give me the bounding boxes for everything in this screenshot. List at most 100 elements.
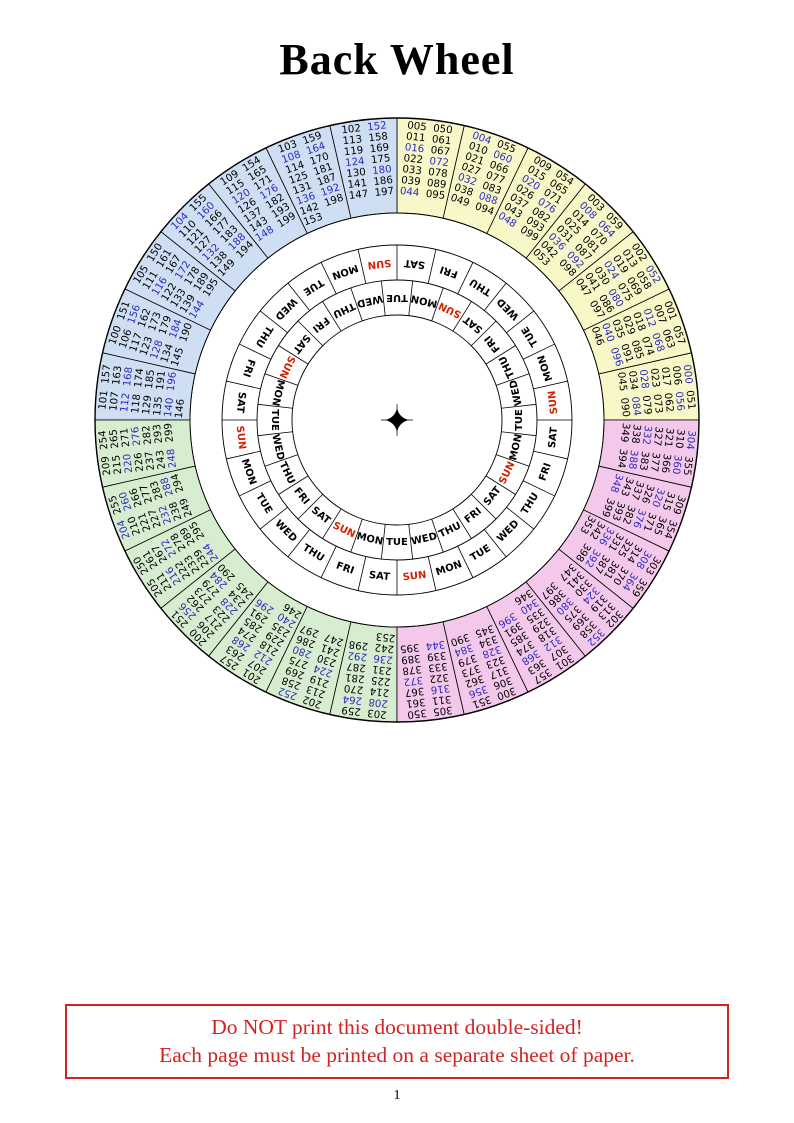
day-cell-divider [522,343,555,360]
year-number: 304 [684,430,697,451]
year-number: 243 [155,449,168,470]
year-number: 175 [370,153,391,166]
year-number: 186 [373,175,394,188]
wheel-ring-circle [189,212,605,628]
day-cell-divider [501,403,537,409]
year-number: 169 [369,142,390,155]
year-number: 017 [659,366,672,387]
year-number: 107 [108,391,121,412]
day-cell-divider [427,556,437,591]
day-cell-divider [320,545,337,578]
year-number: 327 [651,426,664,447]
day-label-mon: MON [355,531,384,548]
year-number: 311 [431,693,452,706]
year-wedge-numbers: 0020130190240300410470520580690750800860… [573,242,662,321]
year-number: 005 [407,120,428,133]
year-wedge-numbers: 2032082142252312362422532592642702812872… [341,630,396,720]
year-number: 157 [100,364,113,385]
day-label-sun: SUN [331,520,357,540]
year-number: 360 [670,454,683,475]
day-cell-divider [408,280,414,316]
year-wedge-numbers: 2052112162222332392442502612672722782892… [132,519,221,598]
wheel-ring-circle [291,314,503,526]
day-cell-divider [483,282,507,311]
day-label-mon: MON [410,292,439,309]
day-cell-divider [264,454,299,467]
year-number: 000 [681,364,694,385]
day-label-fri: FRI [483,333,503,354]
year-number: 006 [670,365,683,386]
year-number: 089 [426,178,447,191]
day-label-mon: MON [269,378,286,407]
day-cell-divider [501,431,537,437]
day-cell-divider [297,320,324,347]
year-number: 349 [618,422,631,443]
year-wedge-numbers: 2042102212272322382492552602662772832882… [107,472,195,540]
year-number: 197 [374,186,395,199]
year-number: 271 [119,427,132,448]
day-cell-divider [506,310,535,334]
day-label-sun: SUN [234,425,248,450]
day-cell-divider [357,556,367,591]
day-cell-divider [322,508,342,539]
year-number: 056 [673,391,686,412]
year-number: 310 [673,428,686,449]
day-label-wed: WED [269,433,286,461]
year-number: 135 [152,396,165,417]
year-number: 383 [637,451,650,472]
year-number: 084 [629,396,642,417]
day-label-sun: SUN [437,300,463,320]
year-number: 225 [370,674,391,687]
year-number: 078 [428,167,449,180]
year-number: 355 [681,456,694,477]
day-cell-divider [239,480,272,497]
day-label-thu: THU [437,520,463,540]
year-wedge-numbers: 3033083143253313363423533593643703813873… [573,513,662,598]
year-number: 141 [347,178,368,191]
year-number: 073 [651,393,664,414]
day-label-thu: THU [520,491,542,517]
day-label-tue: TUE [386,292,408,303]
print-warning-box: Do NOT print this document double-sided!… [65,1004,729,1079]
day-label-thu: THU [300,543,326,565]
day-cell-divider [533,450,568,460]
day-cell-divider [431,518,444,553]
year-number: 378 [402,663,423,676]
year-number: 090 [618,397,631,418]
day-label-tue: TUE [514,409,525,431]
day-label-mon: MON [239,458,258,487]
day-cell-divider [226,450,261,460]
year-number: 237 [144,451,157,472]
day-label-sun: SUN [402,570,427,584]
year-number: 372 [403,674,424,687]
year-number: 209 [100,456,113,477]
day-cell-divider [457,545,474,578]
day-cell-divider [483,529,507,558]
year-number: 191 [155,370,168,391]
year-number: 215 [111,454,124,475]
wheel-ring-circle [94,117,700,723]
year-number: 203 [367,707,388,720]
day-label-fri: FRI [240,358,256,379]
day-label-wed: WED [272,295,298,321]
year-number: 242 [374,641,395,654]
year-number: 061 [431,134,452,147]
day-cell-divider [350,287,363,322]
day-cell-divider [495,454,530,467]
day-label-thu: THU [253,323,275,349]
year-number: 158 [368,131,389,144]
year-number: 367 [404,685,425,698]
year-number: 034 [626,370,639,391]
year-number: 168 [122,366,135,387]
year-number: 264 [342,693,363,706]
year-number: 248 [166,448,179,469]
day-cell-divider [350,518,363,553]
year-number: 220 [122,453,135,474]
day-label-sun: SUN [277,354,297,380]
day-cell-divider [533,380,568,390]
day-label-sat: SAT [462,313,485,335]
year-number: 287 [346,660,367,673]
year-number: 028 [637,369,650,390]
